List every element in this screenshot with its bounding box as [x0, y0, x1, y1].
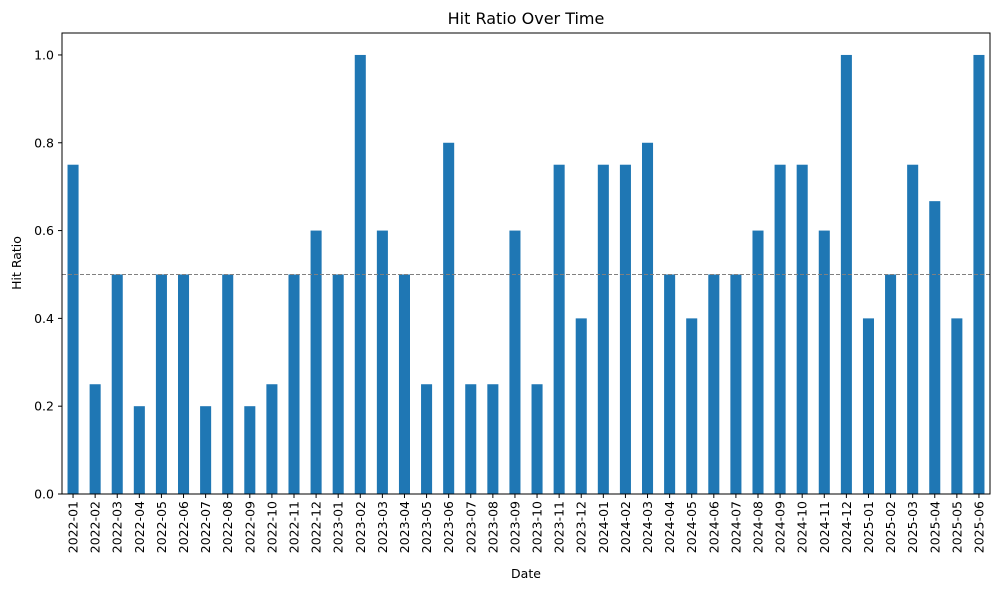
bar-2023-04: [398, 274, 410, 494]
x-tick-label: 2024-02: [618, 501, 633, 553]
bar-2024-01: [597, 164, 609, 494]
bar-2022-05: [155, 274, 167, 494]
bar-2025-05: [951, 318, 963, 494]
bar-2023-12: [575, 318, 587, 494]
bar-2025-04: [929, 201, 941, 494]
x-tick-label: 2025-05: [949, 501, 964, 553]
x-tick-label: 2024-10: [795, 501, 810, 553]
x-tick-label: 2022-12: [309, 501, 324, 553]
x-tick-label: 2023-11: [552, 501, 567, 553]
x-tick-label: 2023-06: [441, 501, 456, 553]
x-tick-label: 2023-03: [375, 501, 390, 553]
bar-2024-07: [730, 274, 742, 494]
x-tick-label: 2023-07: [463, 501, 478, 553]
bar-2024-06: [708, 274, 720, 494]
bar-2024-05: [686, 318, 698, 494]
bar-2023-02: [354, 54, 366, 494]
bar-2024-11: [818, 230, 830, 495]
bar-2023-03: [376, 230, 388, 495]
y-tick-label: 0.8: [34, 135, 54, 150]
x-tick-label: 2022-02: [88, 501, 103, 553]
x-tick-label: 2023-04: [397, 501, 412, 553]
x-tick-label: 2023-10: [530, 501, 545, 553]
bar-2023-09: [509, 230, 521, 495]
x-tick-label: 2023-02: [353, 501, 368, 553]
x-tick-label: 2025-03: [905, 501, 920, 553]
bar-2022-04: [133, 406, 145, 494]
y-tick-label: 0.4: [34, 311, 54, 326]
bar-2025-03: [907, 164, 919, 494]
x-tick-label: 2025-02: [883, 501, 898, 553]
x-tick-label: 2022-10: [264, 501, 279, 553]
bar-2022-03: [111, 274, 123, 494]
x-tick-label: 2024-11: [817, 501, 832, 553]
y-tick-label: 0.6: [34, 223, 54, 238]
bar-2023-06: [443, 142, 455, 494]
x-tick-label: 2024-08: [751, 501, 766, 553]
x-tick-label: 2025-04: [927, 501, 942, 553]
bar-2023-11: [553, 164, 565, 494]
bar-2022-07: [200, 406, 212, 494]
bar-2024-04: [664, 274, 676, 494]
bar-2022-09: [244, 406, 256, 494]
plot-frame: [61, 32, 991, 495]
bar-2022-01: [67, 164, 79, 494]
x-tick-label: 2024-03: [640, 501, 655, 553]
x-tick-label: 2023-08: [485, 501, 500, 553]
x-tick-label: 2024-05: [684, 501, 699, 553]
x-tick-label: 2022-07: [198, 501, 213, 553]
y-tick-label: 0.2: [34, 399, 54, 414]
x-tick-label: 2024-04: [662, 501, 677, 553]
bar-2023-05: [421, 384, 433, 494]
bar-2022-11: [288, 274, 300, 494]
bar-2022-10: [266, 384, 278, 494]
x-tick-label: 2023-05: [419, 501, 434, 553]
chart-title: Hit Ratio Over Time: [448, 9, 605, 28]
x-axis-ticks: 2022-01 2022-02 2022-03 2022-04 2022-05 2022-…: [66, 494, 986, 553]
x-tick-label: 2022-08: [220, 501, 235, 553]
bar-2025-02: [885, 274, 897, 494]
bar-2023-07: [465, 384, 477, 494]
bar-2023-01: [332, 274, 344, 494]
x-tick-label: 2022-06: [176, 501, 191, 553]
bar-2024-02: [619, 164, 631, 494]
bar-2024-12: [840, 54, 852, 494]
bar-2024-09: [774, 164, 786, 494]
y-axis-ticks: 0.0 0.2 0.4 0.6 0.8 1.0: [34, 47, 62, 502]
x-tick-label: 2024-06: [706, 501, 721, 553]
x-tick-label: 2022-09: [242, 501, 257, 553]
x-tick-label: 2022-05: [154, 501, 169, 553]
bar-2022-02: [89, 384, 101, 494]
x-tick-label: 2023-12: [574, 501, 589, 553]
bar-2022-12: [310, 230, 322, 495]
bar-2024-03: [642, 142, 654, 494]
y-tick-label: 0.0: [34, 487, 54, 502]
x-tick-label: 2023-01: [331, 501, 346, 553]
bars-group: [67, 54, 985, 495]
x-tick-label: 2024-12: [839, 501, 854, 553]
x-tick-label: 2023-09: [507, 501, 522, 553]
x-tick-label: 2024-09: [773, 501, 788, 553]
x-tick-label: 2024-01: [596, 501, 611, 553]
bar-2022-08: [222, 274, 234, 494]
y-tick-label: 1.0: [34, 47, 54, 62]
bar-2025-01: [862, 318, 874, 494]
bar-2024-08: [752, 230, 764, 495]
x-tick-label: 2025-06: [971, 501, 986, 553]
bar-2023-08: [487, 384, 499, 494]
x-tick-label: 2024-07: [728, 501, 743, 553]
y-axis-label: Hit Ratio: [9, 236, 24, 290]
bar-2023-10: [531, 384, 543, 494]
x-tick-label: 2022-03: [110, 501, 125, 553]
bar-2024-10: [796, 164, 808, 494]
x-tick-label: 2022-11: [287, 501, 302, 553]
x-axis-label: Date: [511, 566, 541, 581]
x-tick-label: 2022-04: [132, 501, 147, 553]
bar-2022-06: [178, 274, 190, 494]
x-tick-label: 2022-01: [66, 501, 81, 553]
bar-2025-06: [973, 54, 985, 494]
x-tick-label: 2025-01: [861, 501, 876, 553]
